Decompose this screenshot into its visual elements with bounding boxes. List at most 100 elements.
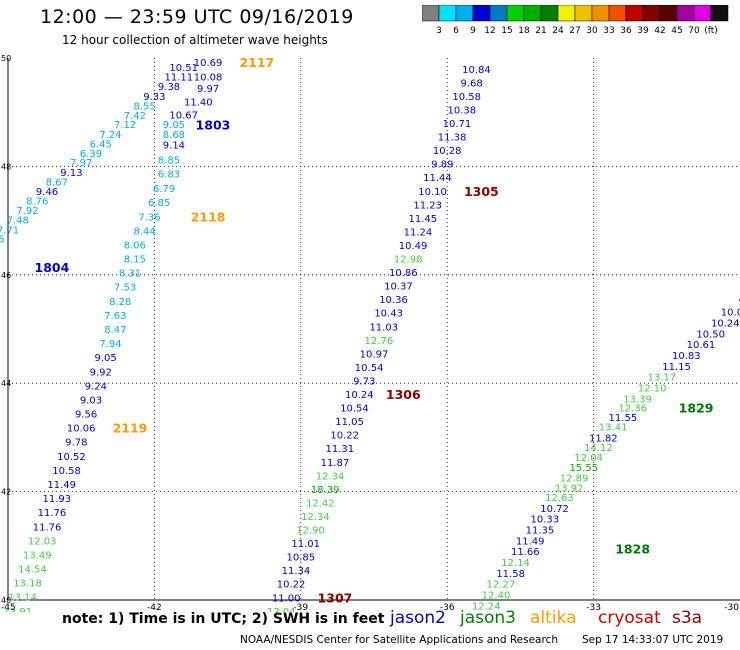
wave-height-label: 8.15	[124, 255, 146, 266]
wave-height-label: 10.37	[384, 282, 413, 293]
color-scale-legend: 3 6 9 12 15 18 21 24 27 30 33 36 39 42 45 70 (ft)	[422, 5, 729, 35]
wave-height-map: -45 -42 -39 -36 -33 -30 40 42 44 46 48 50 10.6910.51…	[0, 54, 740, 612]
pass-time-label: 1803	[196, 118, 231, 133]
pass-time-label: 1829	[679, 401, 714, 416]
pass-time-label: 1828	[615, 542, 650, 557]
colorbar-label: 12	[484, 26, 495, 35]
wave-height-label: 9.78	[65, 438, 87, 449]
wave-height-label: 10.28	[433, 146, 462, 157]
wave-height-label: 7.36	[138, 212, 160, 223]
wave-height-label: 7.42	[124, 111, 146, 122]
wave-height-label: 7.97	[70, 158, 92, 169]
wave-height-label: 13.17	[648, 373, 677, 384]
wave-height-label: 11.38	[438, 133, 467, 144]
wave-height-label: 9.03	[80, 395, 102, 406]
wave-height-label: 13.91	[3, 607, 32, 612]
wave-height-label: 15.55	[570, 463, 599, 474]
colorbar-label: 45	[671, 26, 682, 35]
colorbar-label: 39	[637, 26, 649, 35]
wave-height-label: 8.68	[163, 130, 185, 141]
y-tick-label: 48	[1, 162, 11, 171]
wave-height-label: 13.18	[13, 579, 42, 590]
wave-height-label: 10.06	[721, 308, 740, 319]
colorbar-label: 24	[552, 26, 564, 35]
wave-height-label: 11.15	[662, 362, 691, 373]
wave-height-label: 7.48	[7, 216, 29, 227]
wave-height-label: 7.94	[99, 339, 121, 350]
wave-height-label: 9.13	[60, 168, 82, 179]
wave-height-label: 11.34	[282, 566, 311, 577]
legend-cryosat: cryosat	[598, 608, 661, 628]
y-tick-label: 40	[1, 596, 11, 605]
wave-height-label: 11.66	[511, 547, 540, 558]
colorbar-swatch	[710, 5, 729, 22]
wave-height-label: 8.06	[124, 240, 146, 251]
wave-height-label: 12.98	[394, 255, 423, 266]
page-subtitle: 12 hour collection of altimeter wave hei…	[62, 33, 328, 47]
y-tick-label: 44	[1, 379, 11, 388]
wave-height-label: 11.76	[33, 522, 62, 533]
legend-jason3: jason3	[460, 608, 516, 628]
wave-height-label: 10.84	[462, 65, 491, 76]
wave-height-label: 12.89	[560, 474, 589, 485]
wave-height-label: 8.76	[26, 197, 48, 208]
wave-height-label: 13.14	[8, 593, 37, 604]
wave-height-label: 10.22	[330, 431, 359, 442]
wave-height-label: 9.46	[36, 187, 58, 198]
wave-height-label: 13.04	[267, 607, 296, 612]
wave-height-label: 10.54	[355, 363, 384, 374]
wave-height-label: 11.93	[42, 494, 71, 505]
colorbar-label: 42	[654, 26, 665, 35]
wave-height-label: 7.92	[16, 206, 38, 217]
wave-height-label: 7.53	[114, 283, 136, 294]
wave-height-label: 7.63	[104, 311, 126, 322]
wave-height-label: 11.87	[321, 458, 350, 469]
wave-height-label: 11.35	[526, 526, 555, 537]
wave-height-label: 11.11	[164, 72, 193, 83]
y-tick-label: 42	[1, 488, 11, 497]
wave-height-label: 14.54	[18, 565, 47, 576]
wave-height-label: 9.38	[158, 82, 180, 93]
colorbar-label: 33	[603, 26, 614, 35]
pass-time-label: 2118	[191, 209, 226, 224]
wave-height-label: 12.10	[638, 384, 667, 395]
wave-height-label: 11.00	[272, 593, 301, 604]
wave-height-label: 18.39	[311, 485, 340, 496]
wave-height-label: 13.39	[623, 394, 652, 405]
wave-height-label: 10.86	[389, 268, 418, 279]
wave-height-label: 9.97	[197, 84, 219, 95]
wave-height-label: 9.33	[143, 92, 165, 103]
wave-height-label: 10.43	[374, 309, 403, 320]
wave-height-label: 6.83	[158, 169, 180, 180]
wave-height-label: 9.92	[90, 367, 112, 378]
colorbar-label: 3	[436, 26, 442, 35]
x-tick-label: -33	[586, 603, 601, 612]
wave-height-label: 11.55	[609, 413, 638, 424]
x-tick-label: -30	[724, 603, 739, 612]
wave-height-label: 9.89	[431, 160, 453, 171]
wave-height-label: 11.23	[413, 200, 442, 211]
wave-height-label: 9.24	[85, 381, 107, 392]
wave-height-label: 9.05	[94, 353, 116, 364]
wave-height-label: 9.56	[75, 410, 97, 421]
wave-height-label: 11.44	[423, 173, 452, 184]
x-tick-label: -39	[293, 603, 308, 612]
wave-height-label: 6.39	[80, 149, 102, 160]
wave-height-label: 11.05	[335, 417, 364, 428]
x-tick-label: -36	[440, 603, 455, 612]
wave-height-label: 10.06	[67, 424, 96, 435]
pass-time-label: 1305	[464, 184, 499, 199]
wave-height-label: 10.38	[448, 105, 477, 116]
wave-height-label: 7.12	[114, 120, 136, 131]
page-title: 12:00 — 23:59 UTC 09/16/2019	[40, 6, 354, 28]
wave-height-label: 10.33	[530, 515, 559, 526]
wave-height-label: 10.24	[345, 390, 374, 401]
wave-height-label: 10.08	[194, 72, 223, 83]
wave-height-label: 12.63	[545, 493, 574, 504]
wave-height-label: 11.24	[404, 227, 433, 238]
colorbar-label: 6	[453, 26, 459, 35]
wave-height-label: 10.36	[379, 295, 408, 306]
wave-height-label: 8.67	[46, 178, 68, 189]
wave-height-label: 12.27	[487, 580, 516, 591]
wave-height-label: 10.83	[672, 351, 701, 362]
